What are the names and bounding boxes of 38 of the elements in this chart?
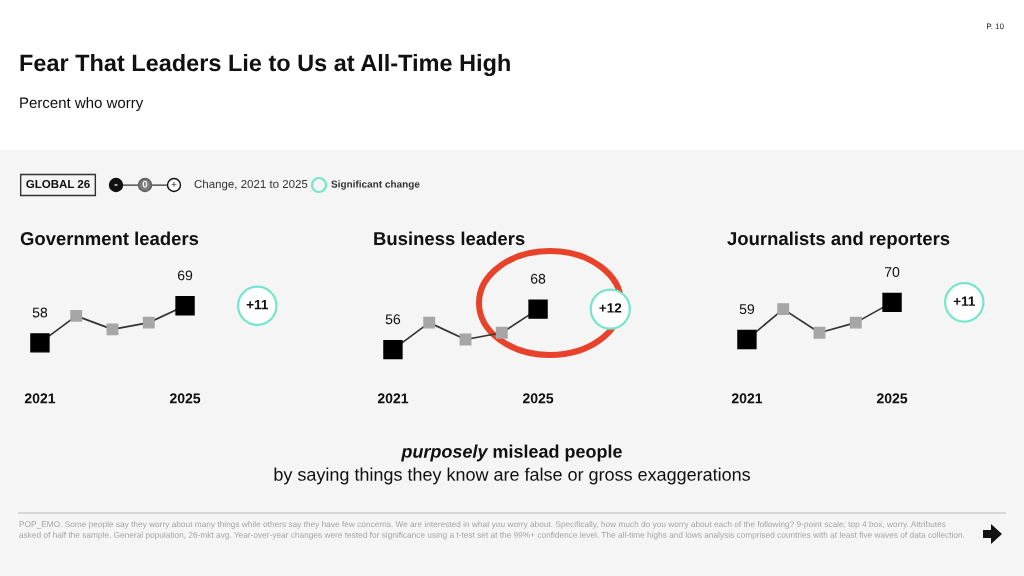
x-tick-label: 2021: [377, 393, 409, 404]
point: [777, 303, 790, 316]
text: GLOBAL 26: [26, 179, 90, 189]
text: P. 10: [987, 23, 1004, 30]
x-tick-label: 2025: [876, 393, 908, 404]
point: [106, 323, 119, 336]
point: [813, 326, 826, 339]
text: mislead people: [493, 444, 622, 462]
data-label: 59: [739, 304, 755, 315]
text: by saying things they know are false or gross exaggerations: [274, 467, 750, 485]
text: Significant change: [331, 180, 420, 190]
data-label: 69: [177, 270, 193, 281]
text: +11: [246, 299, 268, 310]
text: purposely: [401, 444, 489, 462]
chart-title: Business leaders: [374, 231, 525, 246]
point: [849, 316, 862, 329]
chart-title: Government leaders: [20, 231, 199, 246]
point: [423, 316, 436, 329]
x-tick-label: 2021: [731, 393, 763, 404]
point: [70, 309, 83, 322]
point: [495, 326, 508, 339]
text: Percent who worry: [20, 97, 144, 111]
data-label: 70: [884, 267, 900, 277]
text: +: [171, 181, 177, 187]
point: [142, 316, 155, 329]
data-label: 56: [385, 314, 401, 325]
text: Change, 2021 to 2025: [194, 179, 308, 191]
text: -: [114, 184, 118, 186]
text: +12: [599, 303, 622, 313]
text: 0: [142, 180, 148, 188]
x-tick-label: 2025: [169, 393, 201, 404]
x-tick-label: 2021: [24, 393, 56, 404]
data-label: 58: [32, 307, 48, 318]
text: +11: [953, 296, 975, 306]
text: Fear That Leaders Lie to Us at All-Time High: [20, 54, 510, 76]
chart-title: Journalists and reporters: [727, 231, 950, 249]
x-tick-label: 2025: [522, 393, 554, 404]
data-label: 68: [530, 273, 546, 284]
